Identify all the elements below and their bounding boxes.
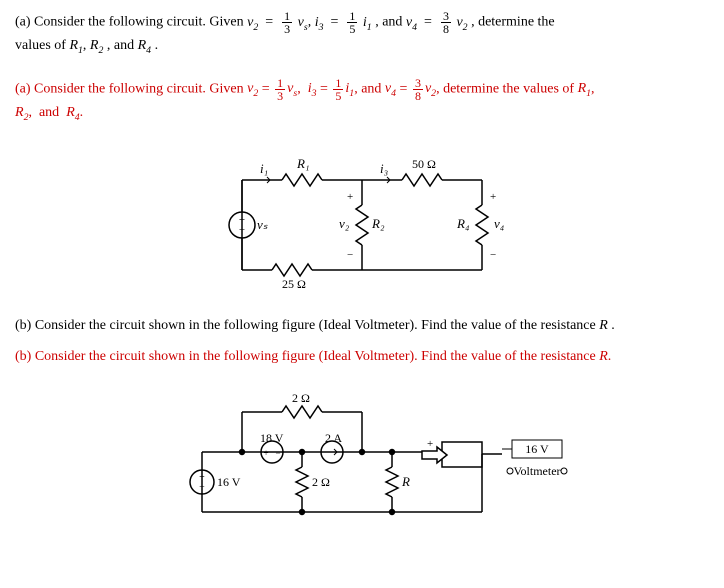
eighteen-v: 18 V: [260, 431, 284, 445]
R4-label: R₄: [456, 216, 470, 231]
i3-label: i₃: [380, 161, 388, 176]
fifty-label: 50 Ω: [412, 157, 436, 171]
text: (a) Consider the following circuit. Give…: [15, 15, 247, 30]
svg-text:−: −: [239, 224, 245, 236]
v4-label: v₄: [494, 216, 505, 231]
sixteen-v-meter: 16 V: [525, 442, 549, 456]
circuit-a-svg: + − i₁ R₁ i₃ 50 Ω vₛ v₂ R₂ R₄ v₄ 25 Ω + …: [202, 140, 522, 300]
twentyfive-label: 25 Ω: [282, 277, 306, 291]
problem-b-black: (b) Consider the circuit shown in the fo…: [15, 315, 709, 336]
R2-label: R₂: [371, 216, 385, 231]
circuit-a: + − i₁ R₁ i₃ 50 Ω vₛ v₂ R₂ R₄ v₄ 25 Ω + …: [15, 140, 709, 300]
R-label: R: [401, 474, 410, 489]
svg-text:+: +: [347, 191, 353, 203]
frac3: 38: [441, 10, 451, 35]
circuit-b: + − + − + 2 Ω 18 V 2 A 16 V 2 Ω R 16 V V…: [15, 382, 709, 537]
problem-a-red: (a) Consider the following circuit. Give…: [15, 77, 709, 126]
voltmeter-label: Voltmeter: [513, 464, 560, 478]
svg-text:+: +: [490, 191, 496, 203]
frac2: 15: [347, 10, 357, 35]
svg-text:−: −: [199, 482, 205, 493]
i3: i3: [315, 15, 324, 30]
two-ohm-bottom: 2 Ω: [312, 475, 330, 489]
svg-text:−: −: [347, 249, 353, 261]
problem-b-red: (b) Consider the circuit shown in the fo…: [15, 346, 709, 367]
svg-text:−: −: [490, 249, 496, 261]
v2: v2: [247, 15, 258, 30]
v4: v4: [406, 15, 417, 30]
v2-label: v₂: [339, 216, 350, 231]
vs-label: vₛ: [257, 217, 268, 232]
R1-label: R₁: [296, 156, 309, 171]
two-ohm-top: 2 Ω: [292, 391, 310, 405]
i1-label: i₁: [260, 161, 268, 176]
circuit-b-svg: + − + − + 2 Ω 18 V 2 A 16 V 2 Ω R 16 V V…: [142, 382, 582, 537]
svg-text:−: −: [275, 448, 280, 458]
problem-a-black: (a) Consider the following circuit. Give…: [15, 10, 709, 59]
svg-text:+: +: [427, 438, 433, 450]
sixteen-v-src: 16 V: [217, 475, 241, 489]
frac1: 13: [282, 10, 292, 35]
two-a: 2 A: [325, 431, 342, 445]
svg-text:+: +: [263, 448, 268, 458]
